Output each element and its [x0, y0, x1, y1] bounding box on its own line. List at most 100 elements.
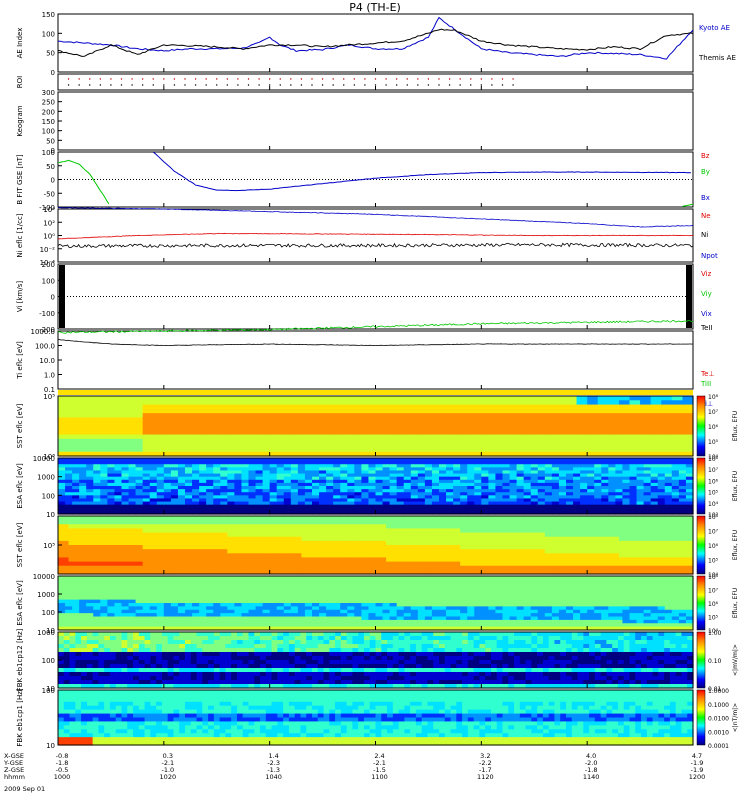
esa-elec-cell	[156, 623, 165, 628]
esa-elec-cell	[297, 586, 306, 591]
sst-ion-cell	[576, 426, 588, 431]
sst-ion-cell	[523, 417, 535, 423]
esa-elec-cell	[269, 626, 278, 631]
sst-ion-cell	[132, 421, 144, 427]
esa-ion-cell	[629, 498, 638, 503]
sst-elec-cell	[396, 545, 408, 550]
esa-elec-cell	[192, 599, 200, 604]
esa-ion-cell	[474, 492, 482, 496]
sst-ion-cell	[566, 417, 578, 423]
esa-ion-cell	[354, 470, 362, 475]
esa-ion-cell	[601, 470, 609, 475]
esa-elec-cell	[312, 579, 320, 584]
esa-ion-cell	[594, 473, 602, 478]
sst-ion-cell	[259, 430, 271, 436]
esa-ion-cell	[290, 489, 299, 493]
esa-ion-cell	[86, 507, 94, 512]
esa-elec-cell	[206, 579, 214, 584]
esa-elec-cell	[312, 613, 320, 618]
sst-ion-cell	[153, 404, 165, 410]
esa-elec-cell	[410, 606, 419, 611]
esa-elec-cell	[93, 576, 101, 580]
esa-ion-cell	[410, 479, 419, 484]
esa-elec-cell	[417, 582, 426, 587]
esa-ion-cell	[227, 476, 235, 481]
esa-elec-cell	[269, 586, 278, 591]
esa-elec-cell	[361, 616, 370, 621]
sst-ion-cell	[566, 447, 578, 453]
sst-elec-cell	[587, 540, 599, 546]
esa-ion-cell	[163, 461, 172, 465]
esa-ion-cell	[163, 492, 172, 496]
esa-elec-cell	[389, 606, 398, 611]
esa-ion-cell	[608, 473, 616, 478]
sst-elec-cell	[100, 569, 112, 575]
esa-ion-cell	[657, 464, 666, 468]
sst-elec-cell	[544, 516, 557, 521]
esa-ion-cell	[467, 479, 475, 484]
esa-ion-cell	[544, 476, 553, 481]
sst-elec-cell	[174, 565, 186, 571]
esa-elec-cell	[248, 626, 257, 631]
esa-ion-cell	[622, 492, 631, 496]
esa-ion-colorbar-label: 10⁸	[708, 456, 719, 463]
sst-elec-cell	[132, 524, 144, 530]
esa-elec-cell	[100, 609, 108, 614]
esa-elec-cell	[262, 626, 271, 631]
sst-elec-cell	[481, 549, 493, 554]
sst-elec-cell	[428, 565, 440, 571]
sst-ion-cell	[301, 417, 313, 423]
esa-ion-cell	[622, 458, 631, 462]
sst-elec-cell	[79, 553, 91, 559]
sst-elec-cell	[269, 565, 281, 571]
esa-ion-cell	[481, 464, 489, 468]
esa-elec-cell	[128, 603, 137, 607]
esa-ion-cell	[587, 464, 595, 468]
esa-ion-cell	[170, 507, 179, 512]
sst-elec-cell	[89, 557, 101, 563]
sst-ion-cell	[121, 451, 133, 457]
esa-elec-cell	[128, 589, 137, 594]
sst-ion-cell	[661, 421, 673, 427]
esa-elec-cell	[396, 579, 405, 584]
sst-elec-cell	[523, 520, 535, 525]
sst-ion-cell	[174, 438, 186, 444]
esa-elec-cell	[269, 576, 278, 580]
esa-ion-cell	[544, 486, 553, 490]
sst-elec-cell	[132, 553, 144, 559]
esa-ion-cell	[389, 464, 398, 468]
sst-elec-cell	[280, 549, 292, 554]
esa-ion-cell	[79, 464, 87, 468]
sst-elec-cell	[312, 549, 324, 554]
sst-elec-cell	[375, 536, 387, 542]
esa-elec-cell	[304, 606, 313, 611]
esa-elec-cell	[629, 606, 638, 611]
esa-elec-cell	[608, 586, 616, 591]
sst-elec-cell	[153, 557, 165, 563]
sst-elec-cell	[629, 545, 641, 550]
sst-elec-cell	[121, 528, 133, 534]
esa-ion-cell	[304, 507, 313, 512]
sst-elec-cell	[227, 565, 239, 571]
sst-ion-cell	[396, 438, 408, 444]
esa-elec-cell	[537, 596, 546, 601]
sst-ion-cell	[682, 426, 694, 431]
roi-dot	[205, 78, 207, 80]
esa-elec-cell	[431, 586, 440, 591]
sst-elec-cell	[280, 553, 292, 559]
esa-ion-cell	[347, 464, 355, 468]
esa-elec-cell	[269, 589, 278, 594]
esa-ion-cell	[608, 482, 616, 487]
sst-ion-cell	[354, 400, 366, 406]
sst-elec-cell	[407, 536, 419, 542]
esa-ion-cell	[213, 476, 221, 481]
esa-elec-cell	[297, 599, 306, 604]
sst-ion-cell	[460, 447, 472, 453]
sst-elec-cell	[650, 569, 662, 575]
sst-elec-cell	[195, 565, 207, 571]
esa-elec-cell	[319, 603, 327, 607]
sst-elec-cell	[650, 553, 662, 559]
sst-elec-cell	[237, 557, 250, 563]
esa-ion-cell	[368, 464, 377, 468]
esa-ion-cell	[650, 504, 659, 509]
